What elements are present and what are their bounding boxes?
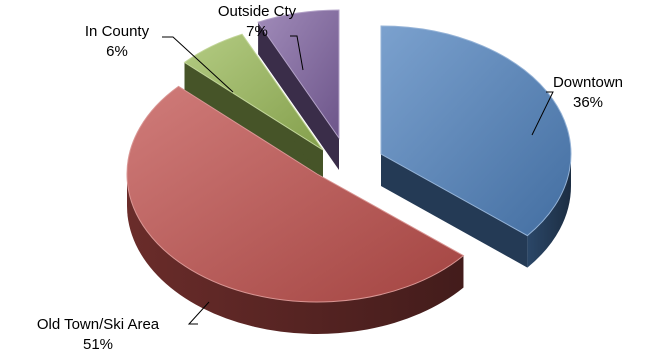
slice-label-downtown-pct: 36%	[573, 94, 603, 111]
slice-downtown	[380, 25, 572, 268]
slice-label-oldtown-pct: 51%	[83, 336, 113, 353]
pie-slices	[126, 9, 572, 335]
slice-label-incounty-name: In County	[85, 23, 150, 40]
slice-downtown-top	[380, 25, 572, 237]
slice-downtown-wall-end	[381, 154, 528, 268]
slice-outside-wall-start	[258, 22, 339, 171]
leader-line-incounty	[162, 36, 234, 93]
slice-oldtown-top	[126, 85, 465, 303]
leader-line-outside	[290, 35, 304, 71]
slice-label-downtown-name: Downtown	[553, 74, 623, 91]
slice-incounty-top	[183, 33, 324, 151]
slice-oldtown-side	[126, 174, 464, 335]
slice-incounty-wall-start	[184, 62, 323, 182]
slice-label-outside-pct: 7%	[246, 23, 268, 40]
slice-incounty	[183, 33, 324, 183]
slice-label-oldtown-name: Old Town/Ski Area	[37, 316, 160, 333]
slice-oldtown	[126, 85, 465, 335]
slice-outside	[257, 9, 340, 171]
leader-lines	[162, 35, 554, 325]
slice-outside-top	[257, 9, 340, 140]
leader-line-downtown	[531, 91, 554, 136]
slice-downtown-side	[527, 154, 572, 268]
slice-label-incounty-pct: 6%	[106, 43, 128, 60]
slice-label-outside-name: Outside Cty	[218, 3, 297, 20]
leader-line-oldtown	[187, 301, 210, 325]
